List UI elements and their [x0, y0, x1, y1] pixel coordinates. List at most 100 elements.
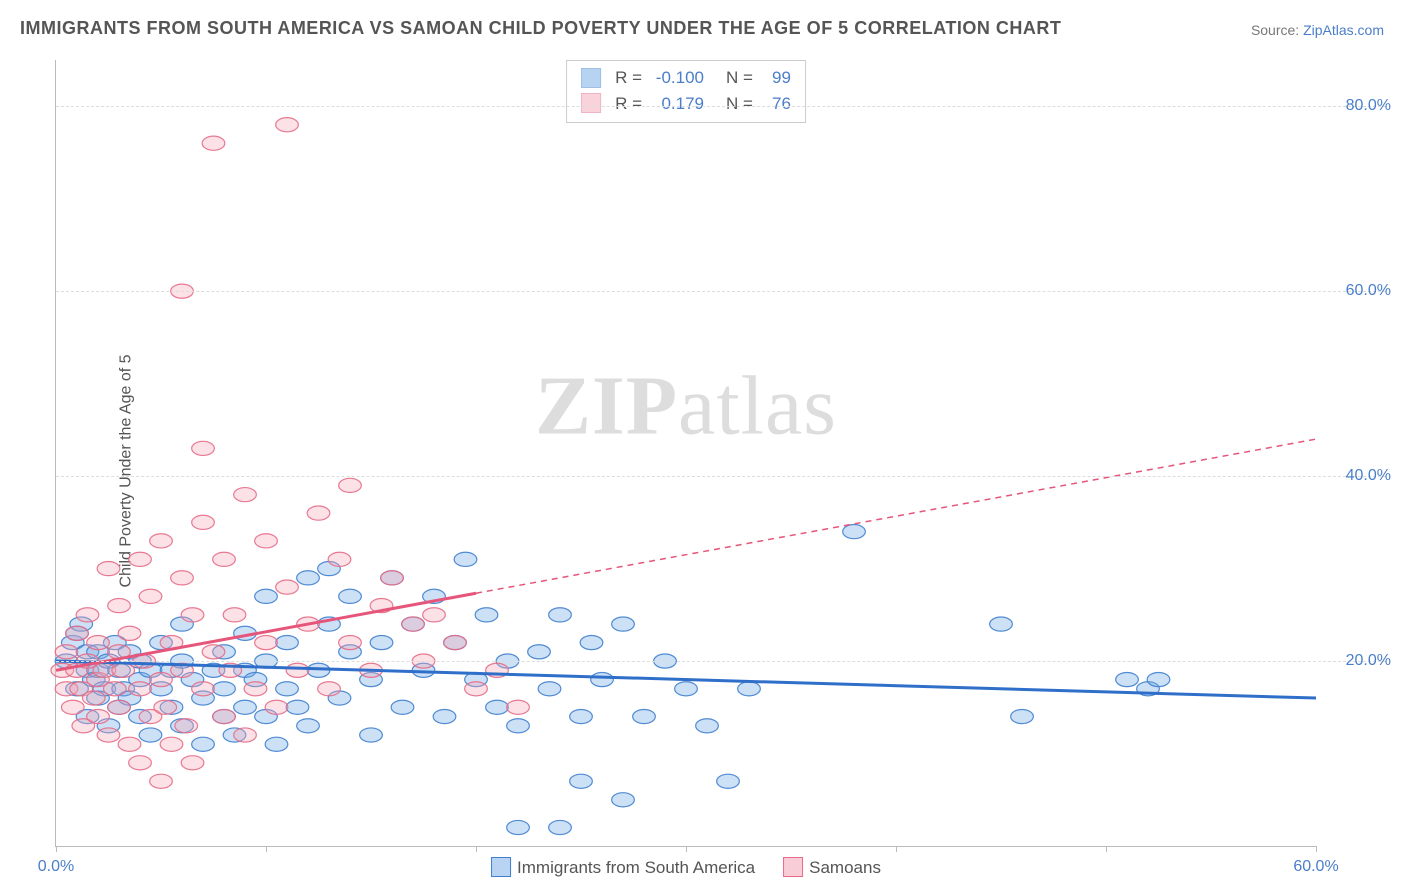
data-point — [175, 719, 198, 733]
data-point — [118, 626, 141, 640]
x-tick — [896, 846, 897, 852]
data-point — [139, 589, 162, 603]
data-point — [150, 672, 173, 686]
series-legend: Immigrants from South America Samoans — [491, 857, 881, 878]
data-point — [507, 700, 530, 714]
data-point — [612, 793, 635, 807]
y-tick-label: 60.0% — [1346, 282, 1391, 300]
data-point — [580, 635, 603, 649]
data-point — [465, 682, 488, 696]
data-point — [154, 700, 177, 714]
data-point — [55, 645, 78, 659]
data-point — [276, 635, 299, 649]
data-point — [675, 682, 698, 696]
data-point — [370, 635, 393, 649]
data-point — [118, 737, 141, 751]
x-tick — [56, 846, 57, 852]
data-point — [507, 719, 530, 733]
x-tick — [476, 846, 477, 852]
data-point — [244, 682, 267, 696]
data-point — [192, 515, 215, 529]
data-point — [265, 737, 288, 751]
x-tick — [686, 846, 687, 852]
data-point — [129, 756, 152, 770]
data-point — [234, 728, 257, 742]
data-point — [108, 599, 131, 613]
data-point — [549, 820, 572, 834]
data-point — [717, 774, 740, 788]
data-point — [213, 682, 236, 696]
source-link[interactable]: ZipAtlas.com — [1303, 22, 1384, 38]
data-point — [181, 608, 204, 622]
y-tick-label: 40.0% — [1346, 467, 1391, 485]
data-point — [570, 709, 593, 723]
x-tick — [1316, 846, 1317, 852]
data-point — [633, 709, 656, 723]
data-point — [276, 580, 299, 594]
chart-title: IMMIGRANTS FROM SOUTH AMERICA VS SAMOAN … — [20, 18, 1061, 39]
data-point — [213, 709, 236, 723]
data-point — [591, 672, 614, 686]
x-tick-label: 0.0% — [38, 858, 74, 876]
data-point — [108, 700, 131, 714]
data-point — [475, 608, 498, 622]
x-tick — [266, 846, 267, 852]
data-point — [265, 700, 288, 714]
data-point — [738, 682, 761, 696]
data-point — [97, 562, 120, 576]
legend-label: Immigrants from South America — [517, 858, 755, 877]
data-point — [391, 700, 414, 714]
data-point — [507, 820, 530, 834]
data-point — [66, 626, 89, 640]
data-point — [1011, 709, 1034, 723]
gridline — [56, 106, 1386, 107]
data-point — [181, 756, 204, 770]
x-tick — [1106, 846, 1107, 852]
chart-container: Child Poverty Under the Age of 5 ZIPatla… — [0, 50, 1406, 892]
trend-line-dashed — [476, 439, 1316, 593]
data-point — [843, 525, 866, 539]
gridline — [56, 476, 1386, 477]
data-point — [549, 608, 572, 622]
data-point — [286, 663, 309, 677]
source-label: Source: — [1251, 22, 1299, 38]
data-point — [87, 709, 110, 723]
data-point — [538, 682, 561, 696]
data-point — [255, 635, 278, 649]
data-point — [454, 552, 477, 566]
data-point — [234, 700, 257, 714]
data-point — [87, 635, 110, 649]
data-point — [255, 589, 278, 603]
data-point — [339, 635, 362, 649]
data-point — [528, 645, 551, 659]
data-point — [423, 608, 446, 622]
source-attribution: Source: ZipAtlas.com — [1251, 22, 1384, 38]
data-point — [433, 709, 456, 723]
data-point — [255, 534, 278, 548]
data-point — [129, 682, 152, 696]
legend-item: Samoans — [783, 857, 881, 878]
legend-swatch — [783, 857, 803, 877]
data-point — [276, 682, 299, 696]
data-point — [202, 645, 225, 659]
data-point — [171, 571, 194, 585]
data-point — [297, 719, 320, 733]
data-point — [486, 700, 509, 714]
gridline — [56, 291, 1386, 292]
data-point — [61, 700, 84, 714]
data-point — [1116, 672, 1139, 686]
data-point — [444, 635, 467, 649]
data-point — [276, 118, 299, 132]
data-point — [160, 737, 183, 751]
data-point — [139, 728, 162, 742]
data-point — [286, 700, 309, 714]
data-point — [234, 488, 257, 502]
data-point — [103, 682, 126, 696]
legend-item: Immigrants from South America — [491, 857, 755, 878]
data-point — [328, 552, 351, 566]
data-point — [129, 552, 152, 566]
data-point — [202, 136, 225, 150]
data-point — [318, 682, 341, 696]
legend-label: Samoans — [809, 858, 881, 877]
data-point — [612, 617, 635, 631]
